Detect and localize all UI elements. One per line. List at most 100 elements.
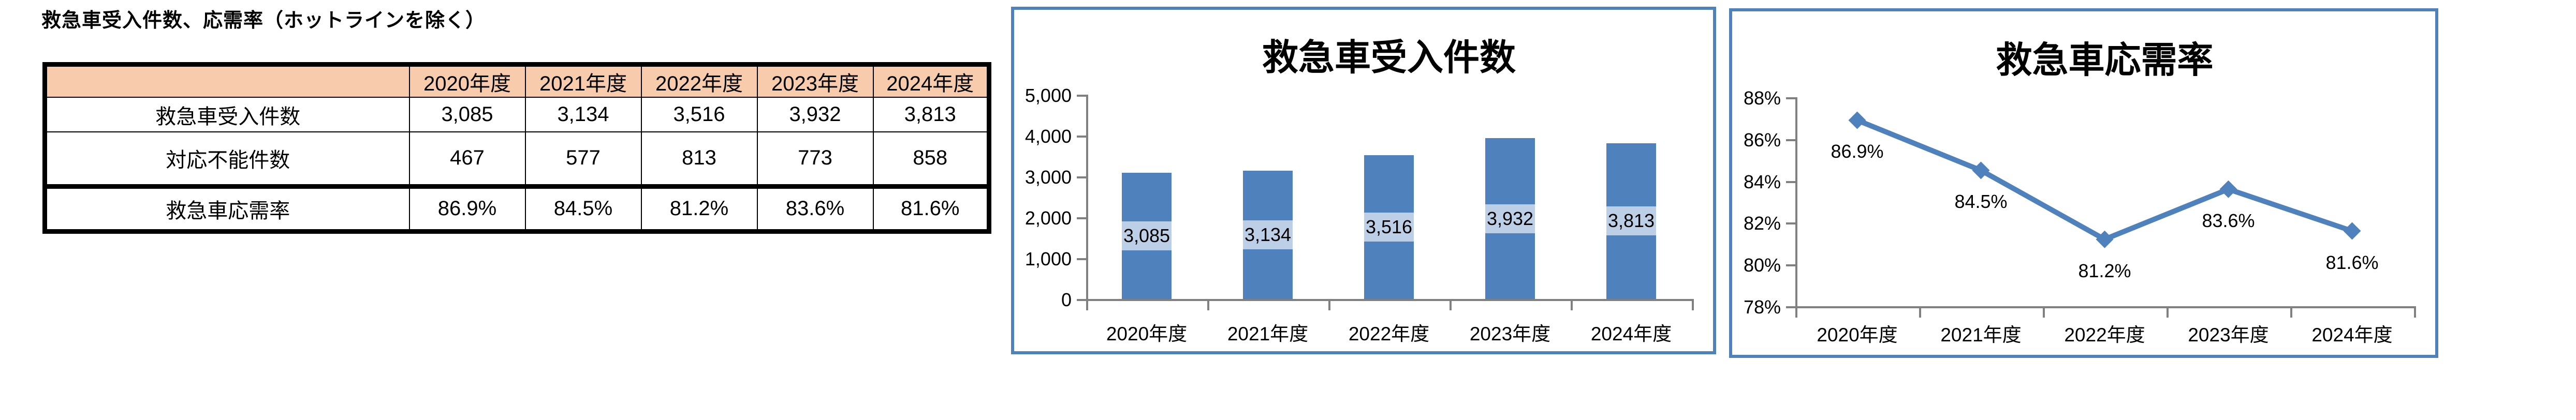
bar-value-label: 3,516 — [1360, 213, 1418, 242]
year-header-cell: 2022年度 — [640, 64, 758, 98]
x-category-label: 2023年度 — [1469, 323, 1551, 344]
point-value-label: 84.5% — [1954, 191, 2008, 213]
corner-header-cell — [44, 64, 410, 98]
axis-tick — [1328, 299, 1330, 310]
axis-tick — [2290, 306, 2292, 318]
y-tick-label: 88% — [1743, 87, 1781, 109]
axis-tick — [1077, 136, 1086, 138]
value-cell: 577 — [524, 131, 642, 187]
axis-tick — [1077, 258, 1086, 260]
axis-tick — [1077, 176, 1086, 178]
line-point-marker — [2096, 230, 2114, 248]
line-point-marker — [2343, 222, 2361, 240]
y-tick-label: 0 — [1061, 289, 1072, 310]
value-cell: 84.5% — [524, 184, 642, 232]
axis-tick — [1450, 299, 1452, 310]
x-category-label: 2024年度 — [2311, 324, 2393, 346]
point-value-label: 81.2% — [2078, 260, 2131, 281]
row-label-cell: 救急車応需率 — [44, 184, 410, 232]
value-cell: 3,085 — [408, 97, 526, 132]
x-category-label: 2022年度 — [1348, 323, 1430, 344]
x-category-label: 2024年度 — [1590, 323, 1672, 344]
x-category-label: 2022年度 — [2064, 324, 2145, 346]
axis-tick — [1077, 95, 1086, 97]
x-category-label: 2023年度 — [2188, 324, 2269, 346]
value-cell: 81.2% — [640, 184, 758, 232]
y-tick-label: 2,000 — [1024, 207, 1072, 229]
year-header-cell: 2021年度 — [524, 64, 642, 98]
axis-tick — [2043, 306, 2045, 318]
table-row: 対応不能件数 467 577 813 773 858 — [44, 131, 990, 187]
bar-value-label: 3,085 — [1118, 221, 1176, 251]
summary-table-container: 2020年度 2021年度 2022年度 2023年度 2024年度 救急車受入件数 3,… — [42, 62, 991, 234]
axis-tick — [1795, 306, 1797, 318]
value-cell: 467 — [408, 131, 526, 187]
table-header-row: 2020年度 2021年度 2022年度 2023年度 2024年度 — [44, 64, 990, 98]
y-tick-label: 5,000 — [1024, 85, 1072, 106]
value-cell: 3,516 — [640, 97, 758, 132]
line-chart-panel: 救急車応需率 78% 80% 82% 84% 86% 88% 86.9% 2020年度 84.5%… — [1729, 8, 2438, 358]
row-label-cell: 対応不能件数 — [44, 131, 410, 187]
table-row: 救急車応需率 86.9% 84.5% 81.2% 83.6% 81.6% — [44, 184, 990, 232]
x-axis — [1086, 299, 1694, 301]
line-point-marker — [1848, 111, 1866, 129]
value-cell: 813 — [640, 131, 758, 187]
y-tick-label: 82% — [1743, 213, 1781, 234]
axis-tick — [2167, 306, 2169, 318]
x-category-label: 2020年度 — [1106, 323, 1188, 344]
axis-tick — [1786, 97, 1795, 99]
trend-line-layer — [1848, 111, 2361, 248]
x-category-label: 2021年度 — [1227, 323, 1309, 344]
y-tick-label: 80% — [1743, 254, 1781, 276]
axis-tick — [1571, 299, 1573, 310]
y-tick-label: 86% — [1743, 129, 1781, 151]
year-header-cell: 2020年度 — [408, 64, 526, 98]
value-cell: 858 — [872, 131, 990, 187]
axis-tick — [1919, 306, 1921, 318]
bar-chart-panel: 救急車受入件数 0 1,000 2,000 3,000 4,000 5,000 3,085 20… — [1011, 7, 1716, 354]
axis-tick — [1786, 306, 1795, 308]
axis-tick — [1692, 299, 1694, 310]
axis-tick — [1077, 299, 1086, 301]
y-tick-label: 84% — [1743, 171, 1781, 192]
year-header-cell: 2024年度 — [872, 64, 990, 98]
axis-tick — [2414, 306, 2416, 318]
value-cell: 3,813 — [872, 97, 990, 132]
y-axis — [1086, 95, 1088, 301]
y-tick-label: 78% — [1743, 296, 1781, 318]
year-header-cell: 2023年度 — [756, 64, 874, 98]
bar-chart-title: 救急車受入件数 — [1262, 37, 1516, 78]
line-chart-title: 救急車応需率 — [1996, 40, 2214, 80]
bar-value-label: 3,813 — [1602, 206, 1660, 236]
y-tick-label: 1,000 — [1024, 248, 1072, 269]
summary-table: 2020年度 2021年度 2022年度 2023年度 2024年度 救急車受入件数 3,… — [42, 62, 991, 234]
value-cell: 3,134 — [524, 97, 642, 132]
x-axis — [1795, 306, 2416, 308]
y-tick-label: 4,000 — [1024, 126, 1072, 147]
y-tick-label: 3,000 — [1024, 167, 1072, 188]
value-cell: 3,932 — [756, 97, 874, 132]
bar-value-label: 3,932 — [1481, 204, 1539, 233]
trend-line — [1854, 117, 2355, 242]
row-label-cell: 救急車受入件数 — [44, 97, 410, 132]
y-axis — [1795, 97, 1797, 308]
x-category-label: 2021年度 — [1940, 324, 2022, 346]
value-cell: 773 — [756, 131, 874, 187]
line-point-marker — [2219, 180, 2237, 198]
axis-tick — [1086, 299, 1088, 310]
axis-tick — [1786, 139, 1795, 141]
main-title: 救急車受入件数、応需率（ホットラインを除く） — [41, 10, 486, 32]
value-cell: 83.6% — [756, 184, 874, 232]
axis-tick — [1077, 217, 1086, 219]
table-row: 救急車受入件数 3,085 3,134 3,516 3,932 3,813 — [44, 97, 990, 132]
value-cell: 86.9% — [408, 184, 526, 232]
axis-tick — [1786, 181, 1795, 183]
line-point-marker — [1972, 161, 1990, 179]
point-value-label: 86.9% — [1831, 141, 1884, 162]
x-category-label: 2020年度 — [1817, 324, 1898, 346]
axis-tick — [1207, 299, 1209, 310]
axis-tick — [1786, 264, 1795, 267]
axis-tick — [1786, 222, 1795, 225]
value-cell: 81.6% — [872, 184, 990, 232]
